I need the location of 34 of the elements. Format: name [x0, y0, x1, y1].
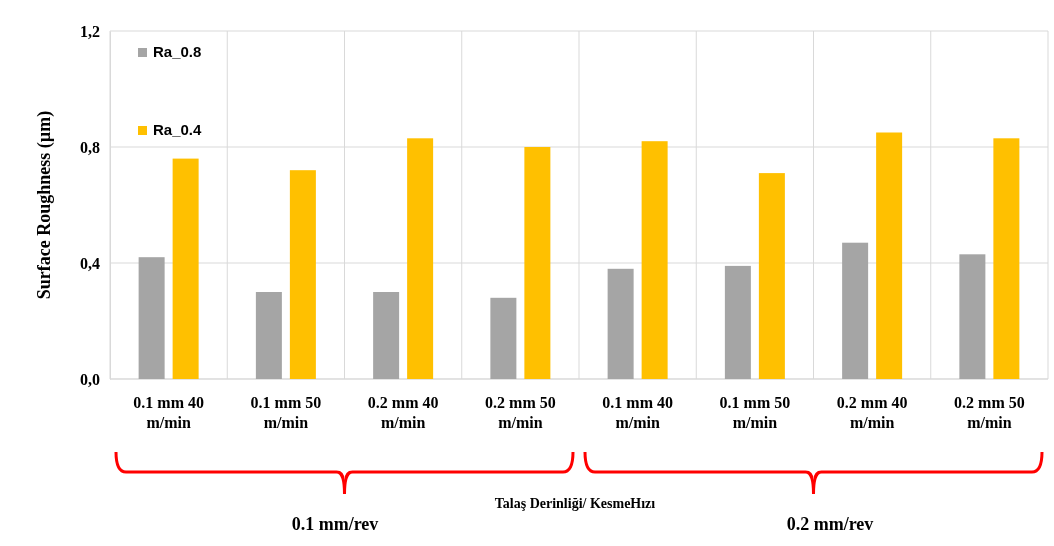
text: 0.2 mm/rev — [786, 514, 874, 534]
x-tick-label: 0.2 mm 40 m/min — [836, 394, 908, 431]
bar — [993, 138, 1020, 379]
bar — [607, 268, 634, 379]
bar — [842, 242, 869, 379]
text: 0.1 mm/rev — [291, 514, 379, 534]
bar — [641, 141, 668, 379]
y-tick-label: 1,2 — [80, 22, 100, 40]
bar — [373, 292, 400, 379]
bar — [758, 173, 785, 379]
bar — [724, 265, 751, 379]
bar — [524, 147, 551, 379]
x-tick-label: 0.1 mm 40 m/min — [602, 394, 673, 431]
y-tick-label: 0,8 — [80, 138, 100, 156]
bar — [876, 132, 903, 379]
y-axis-title: Surface Roughness (µm) — [34, 110, 55, 300]
x-axis-title: Talaş Derinliği/ KesmeHızı — [494, 496, 656, 511]
bar — [289, 170, 316, 379]
bar — [138, 257, 165, 379]
x-tick-label: 0.1 mm 50 m/min — [719, 394, 791, 431]
y-tick-label: 0,0 — [80, 370, 100, 388]
legend-label: Ra_0.4 — [153, 121, 203, 138]
x-tick-label: 0.2 mm 40 m/min — [367, 394, 439, 431]
bar — [255, 292, 282, 379]
x-tick-label: 0.2 mm 50 m/min — [954, 394, 1025, 431]
bar — [959, 254, 986, 379]
y-tick-label: 0,4 — [80, 254, 100, 272]
bar — [490, 297, 517, 379]
bar — [407, 138, 434, 379]
bar — [172, 158, 199, 379]
x-tick-label: 0.1 mm 40 m/min — [133, 394, 204, 431]
x-tick-label: 0.2 mm 50 m/min — [485, 394, 556, 431]
x-tick-label: 0.1 mm 50 m/min — [250, 394, 322, 431]
legend-label: Ra_0.8 — [153, 43, 202, 60]
